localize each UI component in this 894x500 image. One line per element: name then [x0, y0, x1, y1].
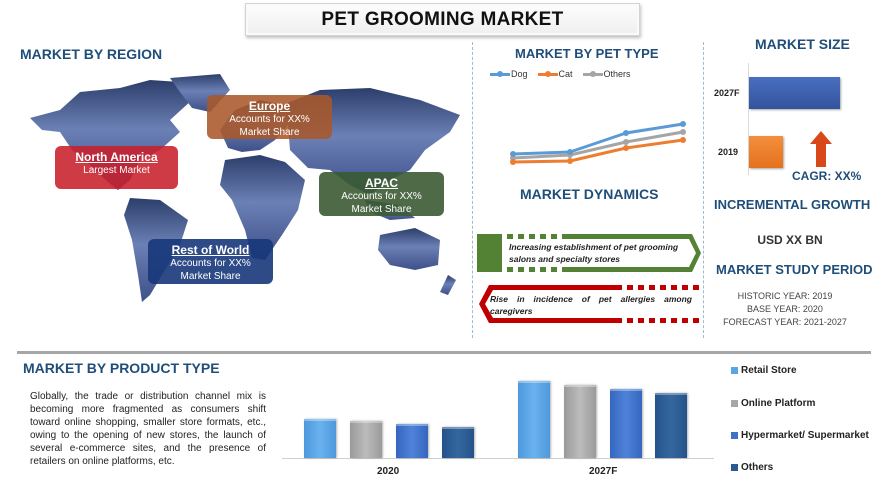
- bar-2020-hypermarket: [396, 424, 428, 458]
- study-period-heading: MARKET STUDY PERIOD: [716, 262, 873, 277]
- region-box-apac: APAC Accounts for XX% Market Share: [319, 172, 444, 216]
- product-type-heading: MARKET BY PRODUCT TYPE: [23, 360, 220, 376]
- bar-2027f-retail-store: [518, 381, 550, 458]
- region-box-europe: Europe Accounts for XX% Market Share: [207, 95, 332, 139]
- restraint-text: Rise in incidence of pet allergies among…: [490, 294, 692, 316]
- growth-up-arrow-icon: [810, 131, 832, 167]
- legend-swatch: [490, 70, 510, 77]
- legend-item-others: Others: [582, 69, 631, 79]
- legend-label: Others: [603, 69, 631, 79]
- cagr-label: CAGR: XX%: [792, 169, 862, 183]
- region-desc: Largest Market: [83, 165, 150, 176]
- pet-type-line-chart: [510, 121, 686, 165]
- bar-2027f: [749, 77, 840, 109]
- bar-label-2027f: 2027F: [714, 88, 740, 98]
- legend-item-cat: Cat: [537, 69, 573, 79]
- legend-label: Cat: [558, 69, 573, 79]
- legend-label: Dog: [511, 69, 528, 79]
- legend-item-online-platform: Online Platform: [731, 398, 815, 409]
- bar-label-2019: 2019: [718, 147, 739, 157]
- restraint-arrow: [479, 285, 699, 323]
- pet-type-heading: MARKET BY PET TYPE: [515, 46, 659, 61]
- legend-label: Retail Store: [741, 365, 797, 376]
- horizontal-divider: [17, 351, 871, 354]
- legend-label: Others: [741, 462, 774, 473]
- region-box-north-america: North America Largest Market: [55, 146, 178, 189]
- market-size-heading: MARKET SIZE: [755, 36, 850, 52]
- bar-2020-others: [442, 427, 474, 458]
- chart-baseline: [282, 458, 714, 459]
- legend-label: Hypermarket/ Supermarket: [741, 430, 869, 441]
- bar-2027f-online-platform: [564, 385, 596, 458]
- category-label-2027f: 2027F: [589, 466, 618, 477]
- title-banner: PET GROOMING MARKET: [245, 3, 640, 36]
- region-desc: Accounts for XX%: [170, 258, 251, 269]
- legend-item-dog: Dog: [490, 69, 528, 79]
- incremental-heading: INCREMENTAL GROWTH: [714, 197, 871, 212]
- legend-label: Online Platform: [741, 398, 816, 409]
- region-heading: MARKET BY REGION: [20, 46, 163, 62]
- bar-2027f-others: [655, 393, 687, 458]
- bar-2020-retail-store: [304, 419, 336, 458]
- region-desc: Accounts for XX%: [229, 114, 310, 125]
- legend-item-retail-store: Retail Store: [731, 365, 797, 376]
- incremental-value: USD XX BN: [757, 233, 823, 247]
- region-desc-2: Market Share: [180, 271, 241, 282]
- market-size-axis: [748, 63, 749, 175]
- driver-text: Increasing establishment of pet grooming…: [509, 242, 679, 264]
- legend-swatch: [582, 70, 603, 77]
- category-label-2020: 2020: [377, 466, 400, 477]
- dynamics-heading: MARKET DYNAMICS: [520, 186, 659, 202]
- historic-year: HISTORIC YEAR: 2019: [737, 291, 833, 301]
- region-name: North America: [75, 150, 158, 164]
- region-desc: Accounts for XX%: [341, 191, 422, 202]
- page-title: PET GROOMING MARKET: [321, 8, 564, 30]
- divider-left: [472, 42, 473, 338]
- divider-right: [703, 42, 704, 338]
- bar-2019: [749, 136, 783, 168]
- study-period-details: HISTORIC YEAR: 2019 BASE YEAR: 2020 FORE…: [715, 290, 855, 329]
- legend-swatch: [731, 400, 738, 407]
- legend-item-others: Others: [731, 462, 773, 473]
- base-year: BASE YEAR: 2020: [747, 304, 823, 314]
- legend-swatch: [731, 367, 738, 374]
- region-box-rest-of-world: Rest of World Accounts for XX% Market Sh…: [148, 239, 273, 284]
- legend-item-hypermarket: Hypermarket/ Supermarket: [731, 430, 869, 441]
- legend-swatch: [537, 70, 558, 77]
- bar-2027f-hypermarket: [610, 389, 642, 458]
- region-desc-2: Market Share: [351, 204, 412, 215]
- product-type-description: Globally, the trade or distribution chan…: [30, 391, 266, 467]
- region-name: Europe: [248, 99, 291, 113]
- region-name: Rest of World: [171, 243, 250, 257]
- pet-type-legend: Dog Cat Others: [490, 69, 631, 79]
- region-name: APAC: [364, 176, 399, 190]
- legend-swatch: [731, 432, 738, 439]
- bar-2020-online-platform: [350, 421, 382, 458]
- driver-arrow: [477, 234, 701, 272]
- legend-swatch: [731, 464, 738, 471]
- region-desc-2: Market Share: [239, 127, 300, 138]
- forecast-year: FORECAST YEAR: 2021-2027: [723, 317, 847, 327]
